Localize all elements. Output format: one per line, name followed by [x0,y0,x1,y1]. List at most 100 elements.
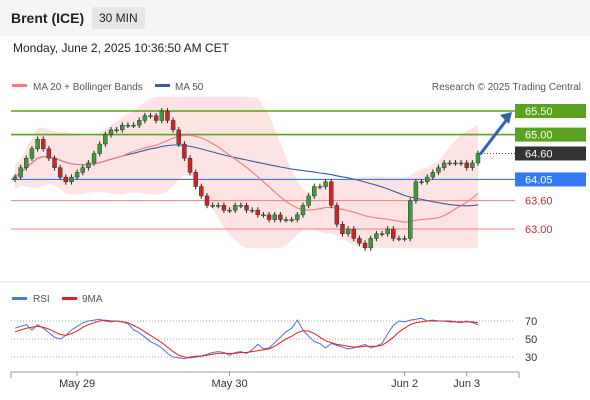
rsi-panel: 70 50 30 [11,316,537,364]
candle [345,226,351,237]
credit-label: Research © 2025 Trading Central [432,82,581,93]
candle [295,212,300,223]
candle [464,160,469,171]
level-label-box [515,172,586,187]
candle [221,202,227,213]
ma9-legend-label: 9MA [82,294,103,305]
candle [63,174,69,185]
candle [244,202,249,213]
candle [182,141,187,162]
candle [328,178,334,209]
candle [137,117,142,128]
candle [408,197,413,242]
candle [170,117,176,133]
candle [57,164,63,180]
candle [261,212,266,218]
candle [419,178,424,185]
candle [148,112,153,119]
instrument-title: Brent (ICE) [11,10,85,26]
header-bar: Brent (ICE) 30 MIN [0,0,590,36]
ma50-legend-swatch [155,84,170,87]
candle [374,230,379,242]
candle [125,122,131,128]
candle [176,127,181,147]
candle [142,112,148,124]
x-tick-label: May 30 [212,378,248,390]
candle [300,202,306,218]
candle [187,155,193,176]
candle [441,160,447,171]
level-label-box [515,127,586,142]
forecast-arrow-shaft [478,117,510,156]
level-label-box [515,146,586,161]
candle [131,122,136,128]
candle [120,122,125,133]
candle [306,193,311,209]
candle [317,183,323,190]
level-label-64-05: 64.05 [525,174,553,186]
candle [475,150,481,166]
ma9-legend-swatch [62,297,77,300]
candle [216,202,221,209]
x-tick-label: Jun 3 [453,378,480,390]
ma20-line [14,134,479,223]
level-labels: 65.50 65.00 64.60 64.05 63.60 63.00 [515,104,586,236]
candle [74,169,80,180]
candle [52,155,57,171]
level-label-63-00: 63.00 [525,224,553,236]
ma20-legend-swatch [12,84,27,87]
candle [80,164,85,176]
x-tick-label: May 29 [59,378,95,390]
candle [29,145,35,162]
candle [193,169,198,190]
candle [91,150,97,166]
x-axis-ticks: May 29 May 30 Jun 2 Jun 3 [59,372,480,390]
candle [255,207,260,218]
candle [283,216,289,223]
candle [18,164,23,180]
candle [334,202,340,228]
candle [97,141,102,157]
rsi-tick-label: 70 [525,316,537,328]
candle [114,127,119,133]
candle [470,160,475,171]
level-label-box [515,104,586,118]
rsi-tick-label: 50 [525,334,537,346]
candle [312,183,317,199]
candle [436,164,441,176]
candle [227,207,232,213]
level-lines [11,110,515,230]
candle [35,136,40,152]
forecast-arrow-head [500,112,512,124]
candle [278,212,283,223]
candle [41,136,46,152]
candle [233,202,238,213]
x-tick-label: Jun 2 [391,378,418,390]
level-label-65-00: 65.00 [525,130,553,142]
candle [210,202,215,209]
candle [204,193,210,209]
candle [266,212,272,223]
candle [199,183,204,199]
candle [362,240,368,251]
moving-averages [14,134,479,223]
candle [402,235,407,242]
candle [413,178,419,204]
candle [396,235,402,242]
candle [351,226,356,242]
candle [153,112,159,124]
timeframe-button[interactable]: 30 MIN [92,7,145,29]
candle [357,235,362,246]
candle [249,207,255,213]
rsi-legend-label: RSI [33,294,50,305]
rsi-ma9-line [14,319,479,359]
forecast-arrow [478,112,512,156]
candle [323,178,328,190]
candle [272,212,277,223]
candle [86,160,91,171]
candle [289,216,294,223]
candle [108,127,114,138]
candle [453,160,458,166]
rsi-tick-label: 30 [525,352,537,364]
candle [385,226,390,237]
